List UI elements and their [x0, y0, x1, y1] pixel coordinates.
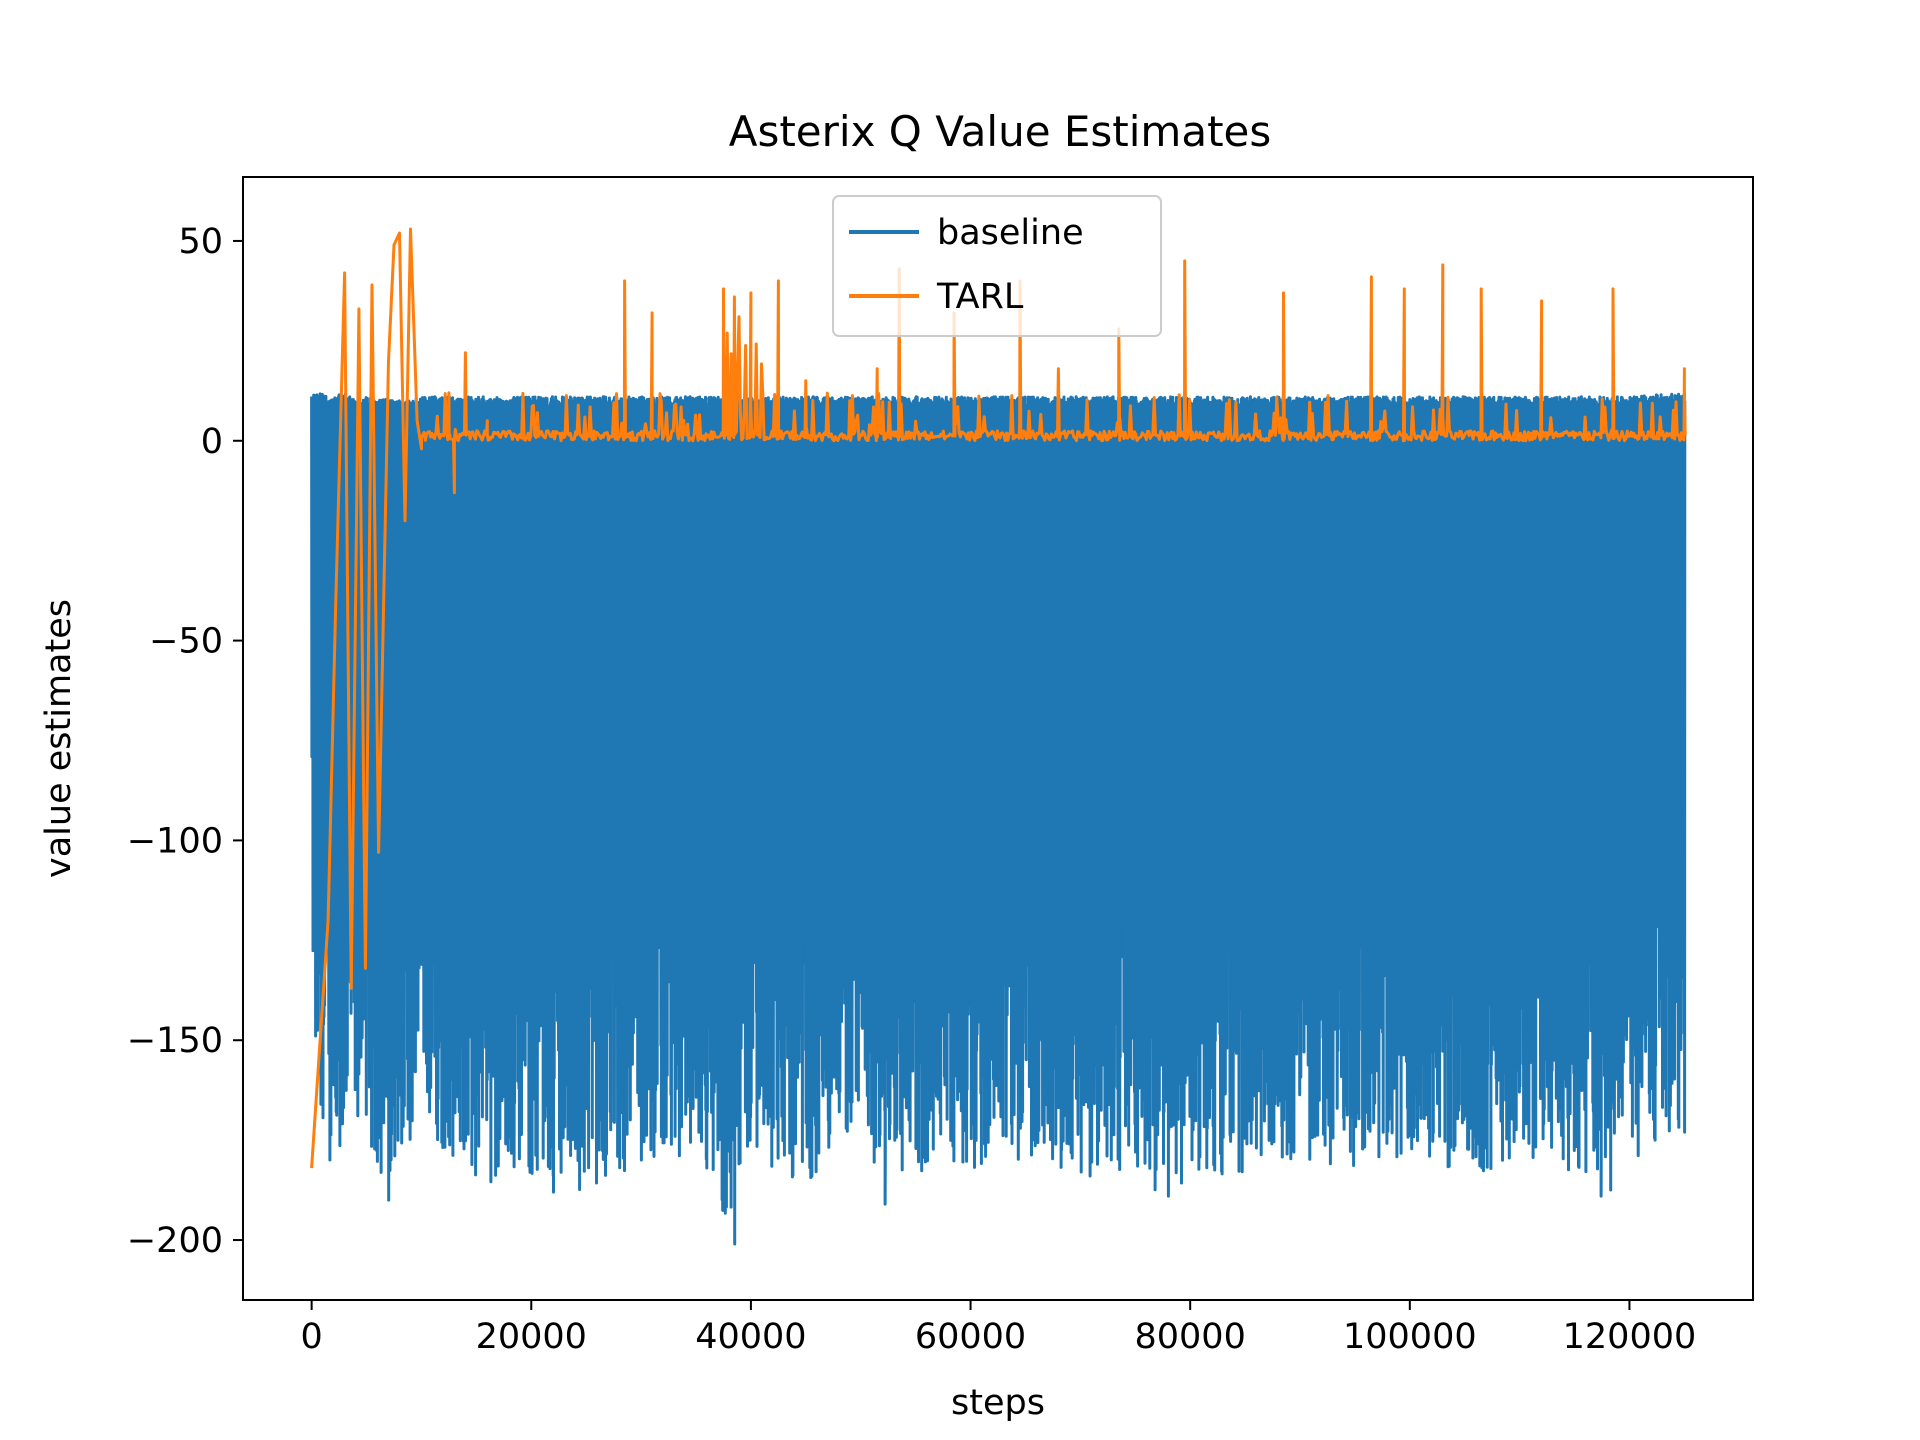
- x-tick-label: 80000: [1135, 1317, 1246, 1357]
- y-tick-label: 0: [201, 422, 223, 462]
- y-tick-label: −200: [127, 1221, 223, 1261]
- y-axis: 50 0 −50 −100 −150 −200: [127, 222, 243, 1261]
- series-baseline-line: [310, 392, 1687, 1246]
- series-tarl-line: [310, 227, 1687, 1169]
- y-tick-label: −150: [127, 1021, 223, 1061]
- y-tick-label: −50: [149, 622, 223, 662]
- y-tick-label: 50: [178, 222, 223, 262]
- x-axis-label: steps: [951, 1383, 1045, 1423]
- x-axis: 0 20000 40000 60000 80000 100000 120000: [300, 1300, 1696, 1357]
- y-axis-label: value estimates: [39, 599, 79, 878]
- legend-label-tarl: TARL: [936, 277, 1024, 317]
- legend-label-baseline: baseline: [937, 213, 1084, 253]
- x-tick-label: 0: [300, 1317, 322, 1357]
- plot-frame: [242, 176, 1754, 1301]
- x-tick-label: 60000: [915, 1317, 1026, 1357]
- x-tick-label: 20000: [476, 1317, 587, 1357]
- x-tick-label: 120000: [1563, 1317, 1697, 1357]
- legend: baseline TARL: [832, 195, 1162, 337]
- x-tick-label: 100000: [1343, 1317, 1477, 1357]
- x-tick-label: 40000: [695, 1317, 806, 1357]
- series-layer: [310, 227, 1687, 1246]
- y-tick-label: −100: [127, 821, 223, 861]
- chart-title: Asterix Q Value Estimates: [729, 107, 1272, 156]
